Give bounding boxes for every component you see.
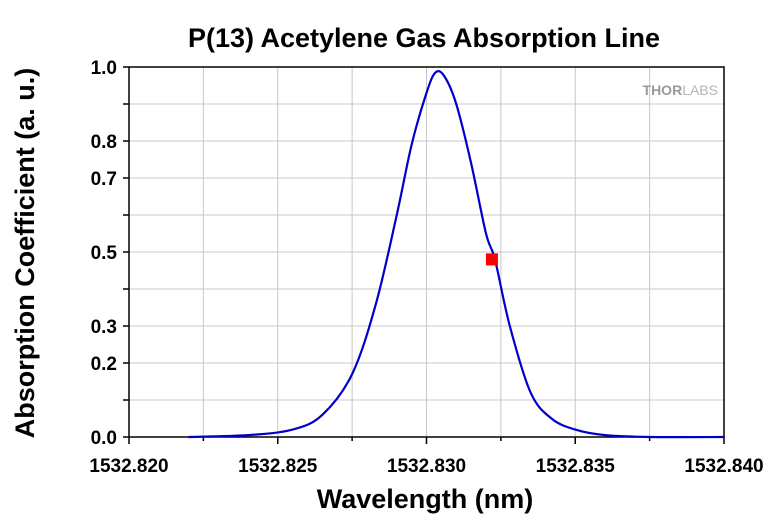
y-tick-label: 0.5 bbox=[91, 243, 118, 264]
y-tick-label: 0.7 bbox=[91, 169, 117, 190]
chart-title: P(13) Acetylene Gas Absorption Line bbox=[188, 23, 660, 53]
y-axis-label: Absorption Coefficient (a. u.) bbox=[10, 68, 40, 439]
grid-lines bbox=[129, 67, 724, 437]
absorption-curve bbox=[188, 70, 725, 439]
x-tick-label: 1532.840 bbox=[684, 456, 763, 477]
x-tick-label: 1532.835 bbox=[536, 456, 616, 477]
watermark-bold: THOR bbox=[643, 82, 683, 98]
x-tick-label: 1532.820 bbox=[89, 456, 168, 477]
y-tick-label: 0.0 bbox=[91, 428, 117, 449]
x-tick-label: 1532.825 bbox=[238, 456, 318, 477]
axis-ticks bbox=[123, 66, 725, 444]
thorlabs-watermark: THORLABS bbox=[643, 82, 718, 98]
y-tick-label: 0.8 bbox=[91, 132, 117, 153]
watermark-light: LABS bbox=[682, 82, 718, 98]
data-point-marker bbox=[485, 253, 498, 266]
x-tick-label: 1532.830 bbox=[387, 456, 466, 477]
y-tick-label: 0.2 bbox=[91, 354, 117, 375]
y-tick-labels: 0.0 0.2 0.3 0.5 0.7 0.8 1.0 bbox=[91, 58, 118, 449]
y-tick-label: 1.0 bbox=[91, 58, 117, 79]
x-tick-labels: 1532.820 1532.825 1532.830 1532.835 1532.840 bbox=[89, 456, 763, 477]
y-tick-label: 0.3 bbox=[91, 317, 117, 338]
x-axis-label: Wavelength (nm) bbox=[317, 484, 534, 514]
